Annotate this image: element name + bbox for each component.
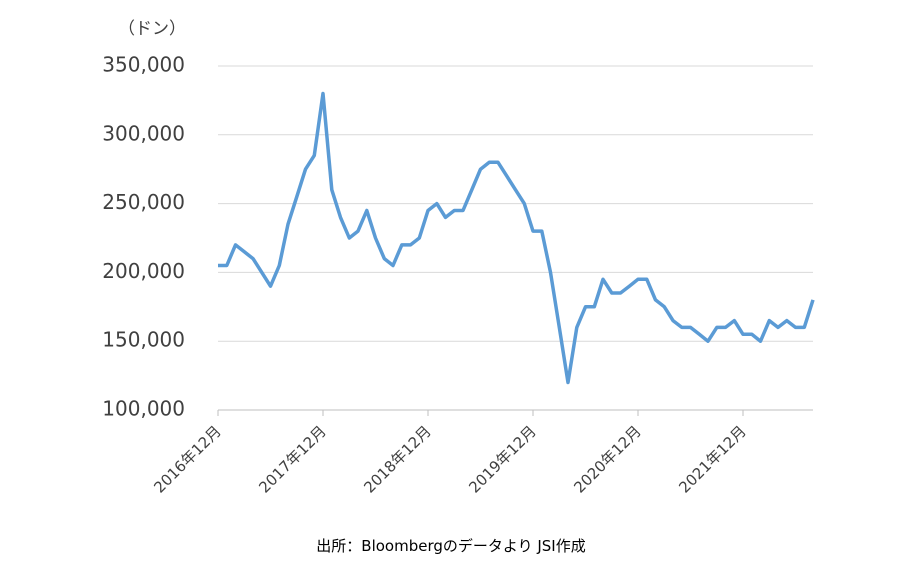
y-tick-label: 200,000	[102, 259, 185, 283]
y-tick-label: 300,000	[102, 121, 185, 145]
y-tick-label: 150,000	[102, 328, 185, 352]
x-tick-label: 2019年12月	[465, 422, 539, 496]
y-tick-label: 350,000	[102, 53, 185, 77]
x-tick-label: 2016年12月	[150, 422, 224, 496]
x-tick-label: 2020年12月	[570, 422, 644, 496]
x-tick-label: 2018年12月	[360, 422, 434, 496]
y-tick-label: 250,000	[102, 190, 185, 214]
source-note: 出所：Bloombergのデータより JSI作成	[316, 537, 585, 555]
y-tick-label: 100,000	[102, 397, 185, 421]
x-tick-label: 2021年12月	[675, 422, 749, 496]
x-tick-label: 2017年12月	[255, 422, 329, 496]
unit-label: （ドン）	[118, 19, 186, 39]
price-line	[218, 91, 815, 385]
